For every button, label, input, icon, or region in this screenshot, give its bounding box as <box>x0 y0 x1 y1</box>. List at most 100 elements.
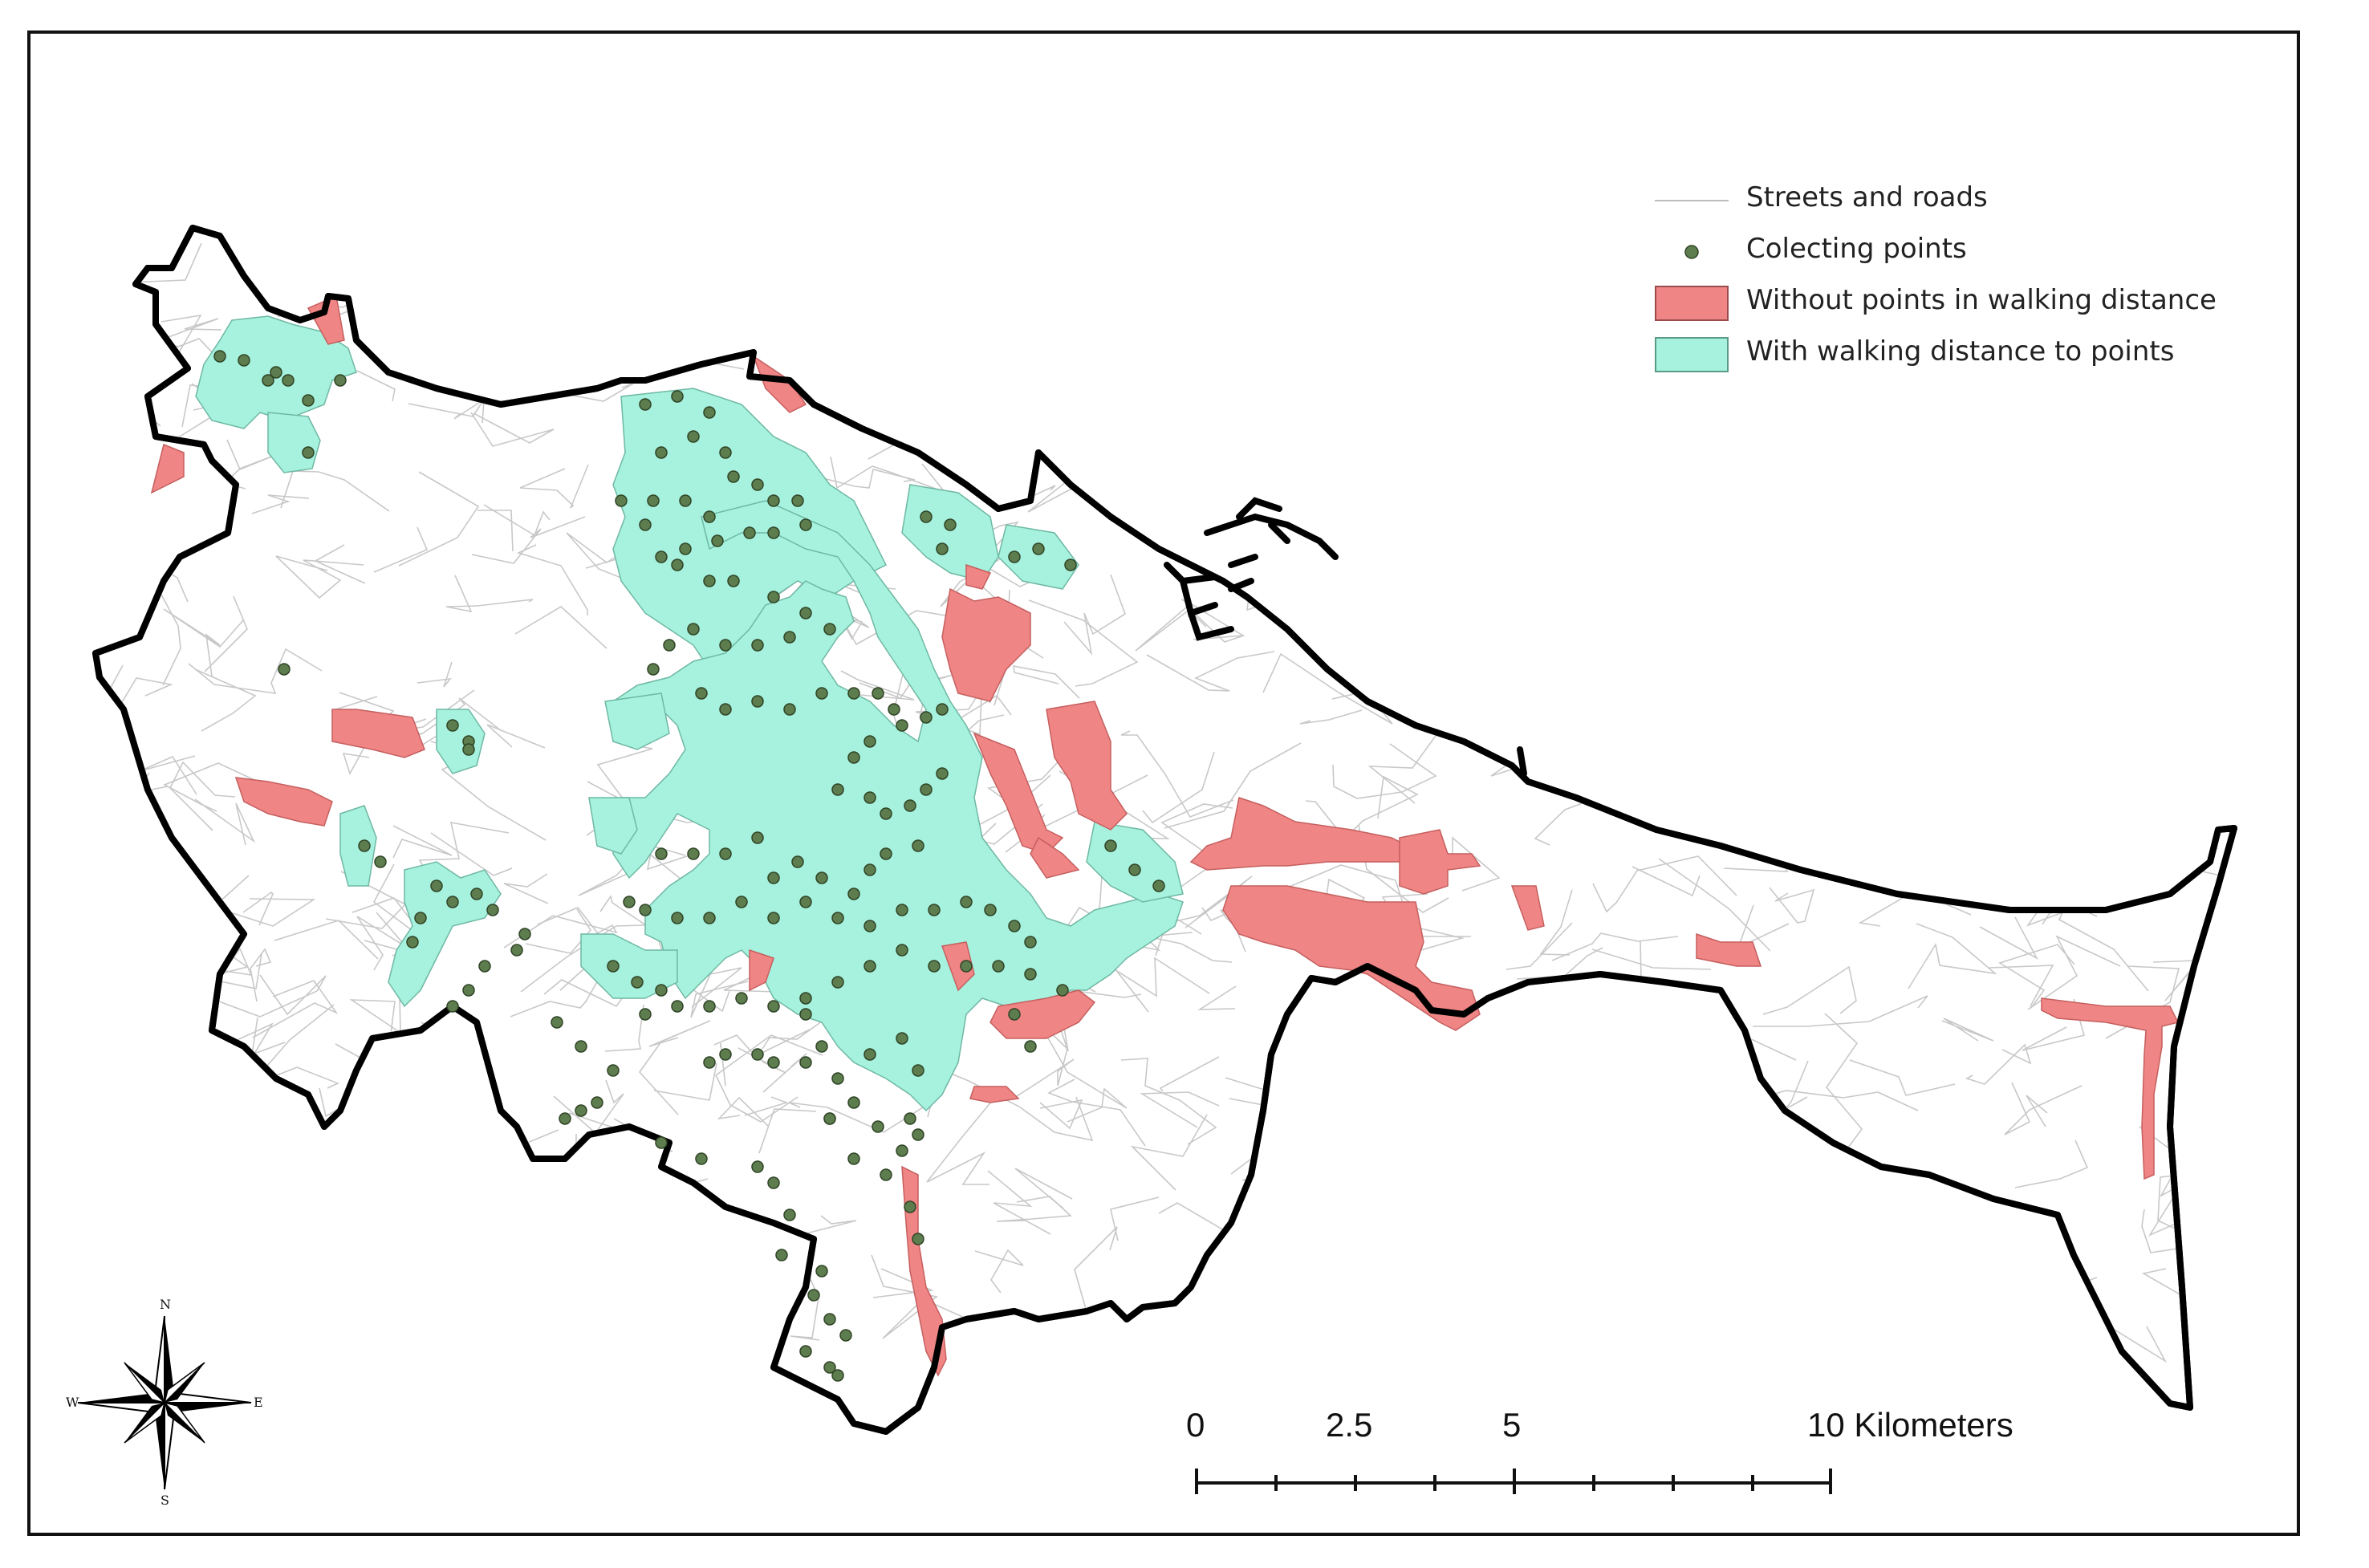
street-segment <box>1538 669 1582 717</box>
street-segment <box>2157 1156 2210 1245</box>
collecting-point <box>639 398 652 411</box>
street-segment <box>2144 767 2218 855</box>
street-segment <box>1262 652 1393 725</box>
street-segment <box>1868 694 1977 758</box>
street-segment <box>1130 1114 1208 1191</box>
collecting-point <box>896 1032 908 1045</box>
legend-line-symbol <box>1655 200 1729 201</box>
street-segment <box>453 1196 521 1227</box>
street-segment <box>1042 1029 1128 1123</box>
legend-item-streets: Streets and roads <box>1653 177 2263 221</box>
street-segment <box>280 470 390 512</box>
street-segment <box>2065 644 2137 730</box>
uncovered-area <box>1030 836 1080 879</box>
street-segment <box>1838 620 1891 680</box>
collecting-point <box>1152 879 1165 892</box>
street-segment <box>590 1225 714 1293</box>
collecting-point <box>767 1176 780 1189</box>
covered-area <box>998 524 1079 590</box>
street-segment <box>790 1269 820 1341</box>
street-segment <box>1949 372 2010 406</box>
collecting-point <box>799 896 812 908</box>
street-segment <box>1754 1335 1817 1408</box>
street-segment <box>2152 607 2211 644</box>
street-segment <box>155 318 222 343</box>
collecting-point <box>647 663 660 676</box>
collecting-point <box>639 904 652 916</box>
covered-area <box>436 709 486 774</box>
street-segment <box>234 1123 372 1206</box>
street-segment <box>111 517 165 565</box>
street-segment <box>1445 1253 1485 1296</box>
street-segment <box>1897 825 1949 863</box>
street-segment <box>1883 716 1928 762</box>
legend-label: Without points in walking distance <box>1746 284 2217 316</box>
street-segment <box>1683 571 1748 618</box>
collecting-point <box>727 470 740 483</box>
street-segment <box>1837 549 1902 589</box>
street-segment <box>721 1239 763 1297</box>
street-segment <box>1579 510 1704 601</box>
street-segment <box>155 522 181 686</box>
street-segment <box>319 1066 429 1118</box>
collecting-point <box>831 783 844 796</box>
collecting-point <box>446 719 459 732</box>
street-segment <box>1488 1156 1620 1278</box>
collecting-point <box>679 494 692 507</box>
collecting-point <box>767 912 780 924</box>
street-segment <box>1965 1043 2032 1085</box>
collecting-point <box>671 912 684 924</box>
street-segment <box>430 832 513 876</box>
street-segment <box>1348 533 1463 604</box>
uncovered-area <box>1399 829 1481 895</box>
street-segment <box>2140 429 2200 497</box>
street-segment <box>1824 1013 1868 1204</box>
street-segment <box>951 1326 1047 1388</box>
street-segment <box>437 1148 532 1218</box>
street-segment <box>1248 253 1320 292</box>
collecting-point <box>703 510 716 523</box>
street-segment <box>604 1004 644 1052</box>
street-segment <box>1551 539 1644 626</box>
street-segment <box>2141 1246 2234 1303</box>
street-segment <box>1661 1392 1753 1432</box>
street-segment <box>1769 887 1815 924</box>
collecting-point <box>1056 984 1069 997</box>
street-segment <box>1115 481 1176 523</box>
street-segment <box>1063 574 1126 656</box>
street-segment <box>1629 663 1693 748</box>
collecting-point <box>735 992 748 1005</box>
collecting-point <box>631 976 644 989</box>
collecting-point <box>831 1369 844 1382</box>
collecting-point <box>703 1000 716 1013</box>
collecting-point <box>799 992 812 1005</box>
street-segment <box>477 510 514 552</box>
map-frame <box>27 30 2300 1536</box>
street-segment <box>1518 762 1623 846</box>
street-segment <box>575 250 689 286</box>
street-segment <box>1315 228 1377 297</box>
street-segment <box>372 1216 449 1282</box>
collecting-point <box>767 871 780 884</box>
collecting-point <box>944 518 957 531</box>
street-segment <box>992 1375 1078 1396</box>
collecting-point <box>847 1152 860 1165</box>
street-segment <box>204 595 248 672</box>
street-segment <box>231 1017 286 1056</box>
street-segment <box>417 661 453 688</box>
street-segment <box>2001 382 2083 461</box>
street-segment <box>991 1330 1053 1375</box>
street-segment <box>483 504 551 537</box>
street-segment <box>2058 567 2095 641</box>
street-segment <box>1697 1168 1807 1194</box>
collecting-point <box>815 871 828 884</box>
street-segment <box>2042 636 2149 670</box>
collecting-point <box>896 944 908 957</box>
collecting-point <box>767 1000 780 1013</box>
street-segment <box>1487 1249 1624 1314</box>
street-segment <box>1896 538 1931 599</box>
uncovered-area <box>749 949 774 992</box>
street-segment <box>954 694 1012 722</box>
street-segment <box>1895 486 1972 589</box>
street-segment <box>309 1120 343 1177</box>
